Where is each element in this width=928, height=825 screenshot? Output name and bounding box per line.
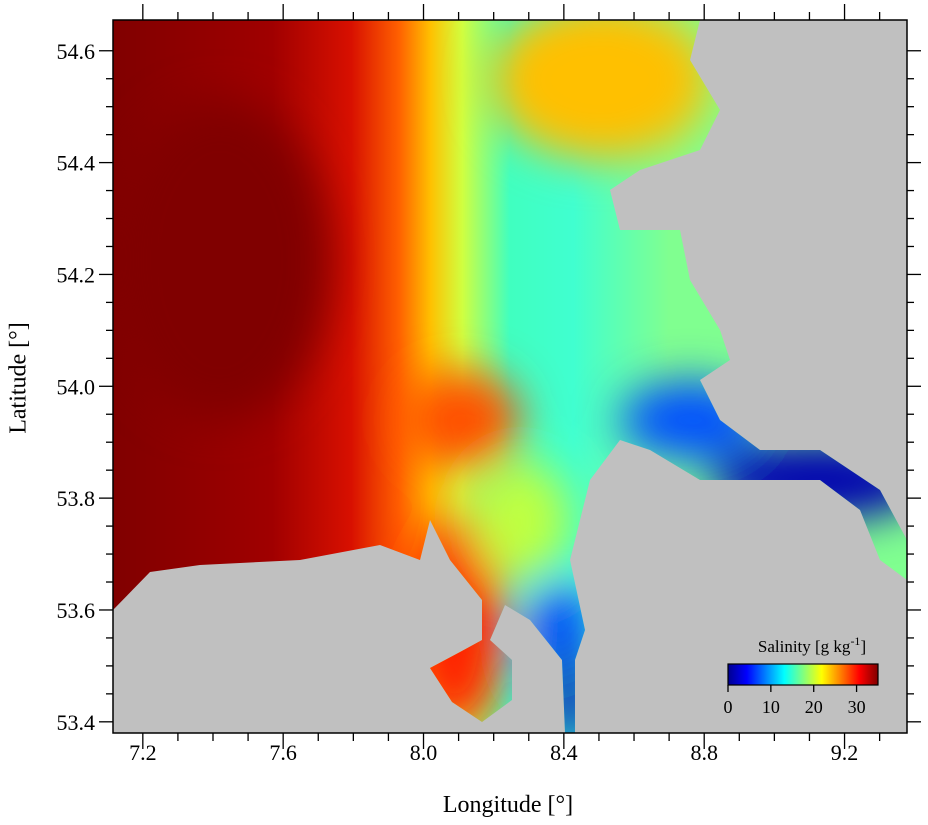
colorbar-tick-label: 10: [762, 697, 780, 717]
colorbar-tick-label: 0: [724, 697, 733, 717]
colorbar-tick-label: 30: [848, 697, 866, 717]
x-tick-label: 7.6: [269, 740, 297, 765]
x-tick-label: 9.2: [831, 740, 859, 765]
y-tick-label: 53.6: [57, 598, 96, 623]
colorbar: [727, 663, 879, 686]
colorbar-label-end: ]: [860, 637, 866, 656]
colorbar-label-sup: -1: [850, 634, 860, 648]
x-axis-label: Longitude [°]: [443, 792, 573, 818]
colorbar-label: Salinity [g kg-1]: [758, 634, 866, 656]
x-tick-label: 8.8: [690, 740, 718, 765]
y-tick-label: 54.0: [57, 374, 96, 399]
y-tick-label: 54.4: [57, 151, 96, 176]
colorbar-label-text: Salinity [g kg: [758, 637, 851, 656]
y-axis-label: Latitude [°]: [6, 322, 32, 434]
y-tick-label: 54.2: [57, 262, 96, 287]
y-tick-label: 54.6: [57, 39, 96, 64]
x-tick-label: 8.0: [410, 740, 438, 765]
x-tick-label: 8.4: [550, 740, 578, 765]
x-tick-label: 7.2: [129, 740, 157, 765]
y-tick-label: 53.4: [57, 710, 96, 735]
plot-frame: [112, 19, 908, 734]
y-tick-label: 53.8: [57, 486, 96, 511]
colorbar-tick-label: 20: [805, 697, 823, 717]
